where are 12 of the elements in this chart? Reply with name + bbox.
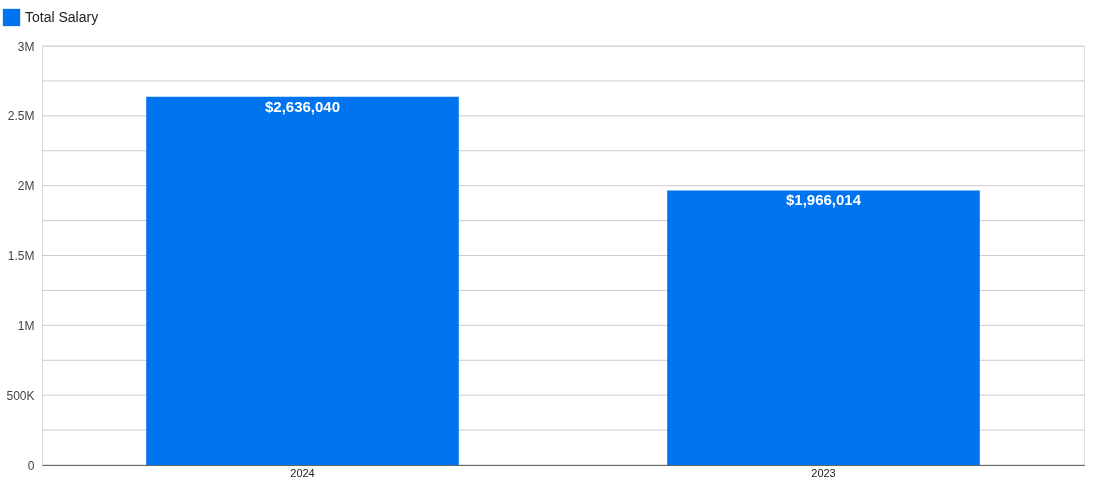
x-tick-label: 2024 [290, 466, 315, 479]
legend-label: Total Salary [25, 8, 99, 25]
y-tick-label: 3M [17, 39, 35, 54]
y-tick-label: 0 [27, 458, 35, 473]
y-tick-label: 2M [17, 179, 35, 194]
y-tick-label: 1.5M [7, 249, 35, 263]
data-label: $1,966,014 [785, 191, 862, 209]
y-tick-label: 2.5M [7, 109, 35, 124]
y-tick-label: 1M [17, 318, 35, 333]
data-label: $2,636,040 [264, 97, 341, 115]
x-tick-label: 2023 [811, 466, 836, 479]
y-tick-label: 500K [6, 388, 35, 403]
